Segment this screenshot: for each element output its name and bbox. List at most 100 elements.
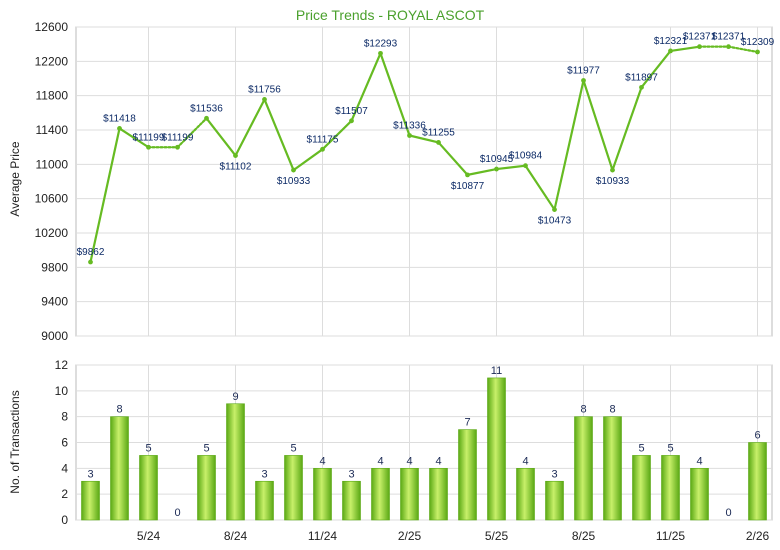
transactions-tick-label: 2 <box>61 487 68 501</box>
transactions-bar <box>748 442 767 521</box>
price-line-segment <box>640 49 672 89</box>
price-panel: 9000 9400 9800 10200 10600 11000 11400 11800 122… <box>35 20 775 343</box>
x-tick-label: 5/25 <box>485 529 509 543</box>
price-point <box>320 146 325 152</box>
transactions-data-label: 8 <box>116 404 122 416</box>
price-point <box>697 44 702 50</box>
transactions-data-label: 3 <box>348 468 354 480</box>
transactions-panel: 0 2 4 6 8 10 12 5/24 8/24 11/24 2/25 5/25 8/25 11/25 2… <box>55 358 773 543</box>
price-point <box>407 133 412 138</box>
x-tick-label: 11/24 <box>308 529 337 543</box>
price-plot-frame <box>75 26 773 337</box>
transactions-data-label: 9 <box>232 391 238 403</box>
price-point <box>581 78 586 83</box>
transactions-bar <box>197 455 216 521</box>
price-data-label: $11536 <box>190 103 223 114</box>
transactions-data-label: 4 <box>522 455 528 467</box>
transactions-data-label: 3 <box>87 468 93 480</box>
price-line-segment <box>495 164 527 171</box>
price-data-label: $10945 <box>480 154 514 165</box>
price-data-label: $11255 <box>422 127 455 138</box>
price-data-label: $11199 <box>133 132 165 143</box>
price-data-label: $11175 <box>307 134 339 145</box>
price-point <box>465 172 470 178</box>
transactions-data-label: 5 <box>667 442 673 454</box>
price-point <box>204 115 209 121</box>
transactions-bar <box>545 480 564 521</box>
x-tick-label: 8/25 <box>572 529 596 543</box>
transactions-data-label: 4 <box>319 455 325 467</box>
price-line-segment <box>176 117 208 149</box>
transactions-data-label: 3 <box>261 468 267 480</box>
price-tick-label: 9800 <box>41 260 68 274</box>
price-point <box>552 207 557 212</box>
price-point <box>291 167 296 173</box>
x-tick-label: 5/24 <box>137 529 161 543</box>
transactions-bar <box>690 468 709 521</box>
x-tick-label: 2/25 <box>398 529 422 543</box>
transactions-data-label: 4 <box>696 455 702 467</box>
price-line-segment <box>553 79 585 211</box>
price-data-label: $11336 <box>393 120 426 131</box>
price-point <box>668 48 673 54</box>
price-tick-label: 11800 <box>36 89 69 103</box>
transactions-bar <box>255 480 274 521</box>
price-line-segment <box>669 45 701 53</box>
price-line-segment <box>727 45 759 54</box>
price-point <box>175 144 180 150</box>
transactions-tick-label: 0 <box>61 513 68 527</box>
transactions-tick-label: 10 <box>55 384 69 398</box>
transactions-bar <box>313 468 332 521</box>
price-point <box>378 50 383 56</box>
price-data-label: $12321 <box>654 36 688 47</box>
transactions-data-label: 5 <box>145 442 151 454</box>
transactions-data-label: 4 <box>406 455 412 467</box>
transactions-bar <box>371 468 390 521</box>
price-point <box>523 163 528 169</box>
transactions-bar <box>400 468 419 521</box>
price-line-segment <box>379 52 411 137</box>
transactions-data-label: 5 <box>203 442 209 454</box>
transactions-bar <box>342 480 361 521</box>
price-point <box>146 144 151 150</box>
price-data-label: $11507 <box>335 106 368 117</box>
price-point <box>262 97 267 102</box>
price-data-label: $11102 <box>220 162 252 173</box>
price-line-segment <box>118 127 150 149</box>
transactions-data-label: 4 <box>435 455 441 467</box>
price-line-segment <box>582 79 614 172</box>
price-point <box>436 140 441 145</box>
transactions-bar <box>429 468 448 521</box>
price-point <box>639 84 644 90</box>
transactions-axis-title: No. of Transactions <box>8 390 22 493</box>
transactions-bar <box>139 455 158 521</box>
price-line-segment <box>350 52 382 122</box>
transactions-bar <box>661 455 680 521</box>
transactions-bar <box>487 377 506 521</box>
transactions-tick-label: 4 <box>61 461 68 475</box>
price-tick-label: 12600 <box>35 20 69 34</box>
price-tick-label: 11000 <box>36 157 69 171</box>
price-data-label: $10877 <box>451 181 485 192</box>
price-data-label: $11199 <box>162 132 194 143</box>
price-data-label: $10933 <box>277 176 311 187</box>
price-tick-label: 9000 <box>41 329 68 343</box>
chart-title: Price Trends - ROYAL ASCOT <box>296 7 485 23</box>
price-line-segment <box>408 134 440 144</box>
price-tick-label: 10200 <box>35 226 69 240</box>
price-line-segment <box>466 167 498 176</box>
transactions-data-label: 7 <box>464 417 470 429</box>
price-line-segment <box>292 148 324 172</box>
transactions-data-label: 0 <box>725 507 731 519</box>
price-point <box>610 167 615 173</box>
transactions-data-label: 4 <box>377 455 383 467</box>
price-tick-label: 12200 <box>35 54 69 68</box>
price-point <box>349 118 354 124</box>
price-point <box>726 44 731 50</box>
transactions-bar <box>226 403 245 521</box>
transactions-data-label: 5 <box>290 442 296 454</box>
transactions-data-label: 5 <box>638 442 644 454</box>
price-tick-label: 9400 <box>41 295 68 309</box>
price-line-segment <box>205 117 237 157</box>
